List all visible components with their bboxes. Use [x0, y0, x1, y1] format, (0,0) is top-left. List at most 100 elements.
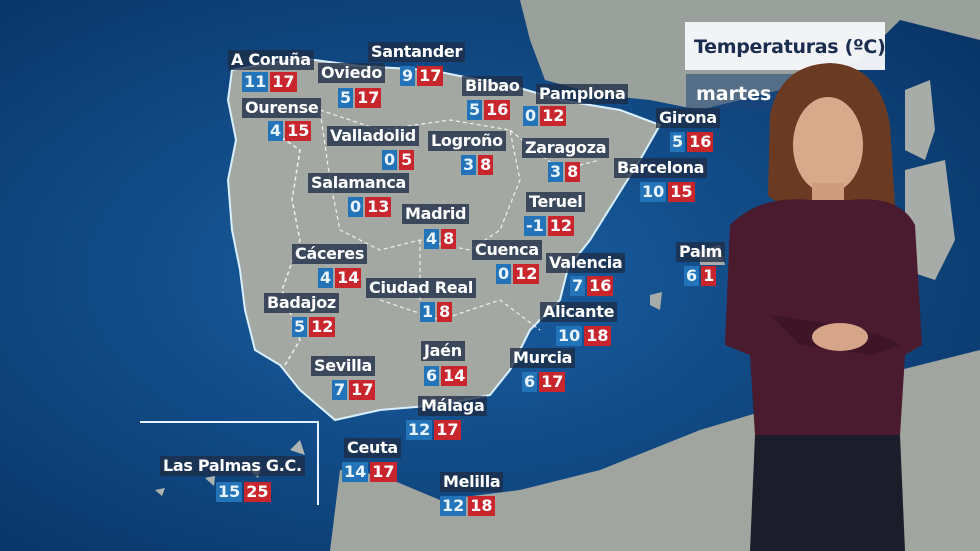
min-temperature: 5: [338, 88, 354, 108]
city-name: Alicante: [540, 302, 618, 322]
city-name: Málaga: [418, 396, 488, 416]
max-temperature: 13: [365, 197, 392, 217]
temperature-pair: 4 15: [268, 121, 312, 141]
min-temperature: 6: [424, 366, 440, 386]
max-temperature: 16: [587, 276, 614, 296]
max-temperature: 8: [437, 302, 453, 322]
max-temperature: 25: [244, 482, 271, 502]
city-name: Pamplona: [536, 84, 629, 104]
min-temperature: 3: [548, 162, 564, 182]
city-name: Madrid: [402, 204, 470, 224]
city-name: Badajoz: [264, 293, 339, 313]
min-temperature: 3: [461, 155, 477, 175]
max-temperature: 12: [540, 106, 567, 126]
city-name: Logroño: [428, 131, 506, 151]
city-name: Girona: [656, 108, 720, 128]
min-temperature: 5: [292, 317, 308, 337]
min-temperature: 7: [332, 380, 348, 400]
min-temperature: 15: [216, 482, 243, 502]
city-name: Valladolid: [327, 126, 419, 146]
presenter-sweater: [725, 199, 922, 435]
city-name: Cuenca: [472, 240, 542, 260]
temperature-pair: 5 16: [467, 100, 511, 120]
min-temperature: 7: [570, 276, 586, 296]
presenter-hands: [812, 323, 868, 351]
temperature-pair: 10 15: [640, 182, 695, 202]
temperature-pair: 5 17: [338, 88, 382, 108]
city-name: Valencia: [546, 253, 626, 273]
min-temperature: 1: [420, 302, 436, 322]
canary-inset-frame: [140, 421, 319, 505]
city-name: Palm: [676, 242, 726, 262]
map-title: Temperaturas (ºC): [694, 36, 886, 58]
temperature-pair: 4 14: [318, 268, 362, 288]
min-temperature: 12: [440, 496, 467, 516]
city-name: Oviedo: [318, 63, 386, 83]
min-temperature: 0: [382, 150, 398, 170]
max-temperature: 17: [417, 66, 444, 86]
max-temperature: 12: [309, 317, 336, 337]
city-name: Ciudad Real: [366, 278, 477, 298]
city-name: Barcelona: [614, 158, 708, 178]
min-temperature: 4: [318, 268, 334, 288]
max-temperature: 17: [370, 462, 397, 482]
max-temperature: 14: [441, 366, 468, 386]
city-name: Melilla: [440, 472, 504, 492]
max-temperature: 16: [484, 100, 511, 120]
temperature-pair: 0 12: [523, 106, 567, 126]
min-temperature: 0: [496, 264, 512, 284]
city-name: Teruel: [526, 192, 586, 212]
temperature-pair: 0 12: [496, 264, 540, 284]
min-temperature: 4: [424, 229, 440, 249]
city-name: A Coruña: [228, 50, 314, 70]
max-temperature: 12: [547, 216, 575, 236]
max-temperature: 17: [355, 88, 382, 108]
min-temperature: 5: [467, 100, 483, 120]
forecast-day: martes: [696, 83, 772, 105]
min-temperature: 0: [523, 106, 539, 126]
min-temperature: 12: [406, 420, 433, 440]
max-temperature: 17: [539, 372, 566, 392]
max-temperature: 5: [399, 150, 415, 170]
temperature-pair: 15 25: [216, 482, 271, 502]
presenter: [725, 63, 922, 551]
temperature-pair: -1 12: [524, 216, 575, 236]
max-temperature: 15: [668, 182, 695, 202]
city-name: Cáceres: [292, 244, 368, 264]
temperature-pair: 10 18: [556, 326, 611, 346]
min-temperature: 11: [242, 72, 269, 92]
max-temperature: 1: [701, 266, 717, 286]
city-name: Ourense: [242, 98, 322, 118]
temperature-pair: 0 13: [348, 197, 392, 217]
city-name: Sevilla: [311, 356, 375, 376]
max-temperature: 14: [335, 268, 362, 288]
min-temperature: 14: [342, 462, 369, 482]
temperature-pair: 9 17: [400, 66, 444, 86]
max-temperature: 18: [468, 496, 495, 516]
temperature-pair: 5 12: [292, 317, 336, 337]
city-name: Bilbao: [462, 76, 523, 96]
min-temperature: 6: [522, 372, 538, 392]
temperature-pair: 7 17: [332, 380, 376, 400]
max-temperature: 12: [513, 264, 540, 284]
city-name: Ceuta: [344, 438, 401, 458]
city-name: Santander: [368, 42, 466, 62]
max-temperature: 18: [584, 326, 611, 346]
temperature-pair: 6 14: [424, 366, 468, 386]
presenter-pants: [750, 435, 905, 551]
max-temperature: 17: [349, 380, 376, 400]
city-name: Salamanca: [308, 173, 410, 193]
city-name: Las Palmas G.C.: [160, 456, 305, 476]
min-temperature: 10: [556, 326, 583, 346]
min-temperature: -1: [524, 216, 546, 236]
max-temperature: 16: [687, 132, 714, 152]
temperature-pair: 5 16: [670, 132, 714, 152]
max-temperature: 8: [441, 229, 457, 249]
min-temperature: 4: [268, 121, 284, 141]
